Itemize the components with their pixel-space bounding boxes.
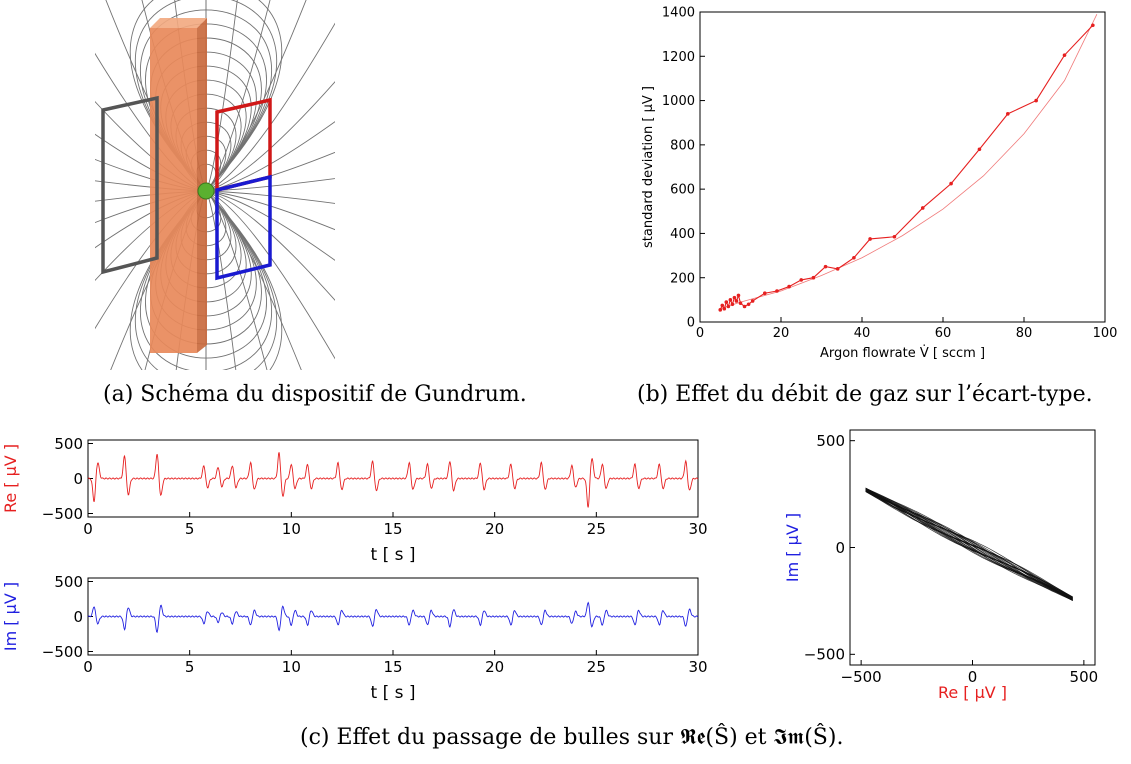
y-tick-label: 0 [835, 539, 845, 557]
data-point [724, 300, 729, 304]
y-tick-label: 0 [687, 316, 695, 331]
x-tick-label: 20 [485, 520, 504, 538]
y-tick-label: 500 [816, 432, 845, 450]
y-tick-label: −500 [42, 643, 83, 661]
data-point [977, 147, 982, 152]
x-tick-label: 30 [688, 520, 707, 538]
sensor-frame-gray [101, 95, 159, 275]
data-point [799, 278, 804, 282]
y-tick-label: −500 [804, 646, 845, 664]
x-tick-label: −500 [841, 668, 882, 686]
y-tick-label: 200 [670, 271, 695, 286]
data-point [949, 181, 953, 186]
y-tick-label: 0 [73, 608, 83, 626]
trajectory-line [865, 490, 1073, 600]
data-point [920, 206, 925, 210]
trajectory-line [865, 487, 1073, 598]
x-tick-label: 100 [1093, 326, 1118, 341]
data-point [1006, 112, 1010, 116]
data-point [1062, 53, 1067, 57]
fit-line [720, 14, 1098, 310]
y-tick-label: 500 [54, 573, 83, 591]
x-tick-label: 80 [1016, 326, 1033, 341]
trajectory-line [865, 490, 1073, 600]
y-tick-label: 800 [670, 138, 695, 153]
x-tick-label: 25 [587, 520, 606, 538]
x-axis-label: t [ s ] [371, 683, 416, 703]
bubble-ball [197, 182, 215, 200]
x-tick-label: 15 [383, 658, 402, 676]
caption-c: (c) Effet du passage de bulles sur 𝕽𝖊(Ŝ)… [300, 725, 844, 750]
y-tick-label: 400 [670, 227, 695, 242]
data-point [746, 302, 751, 307]
plot-frame [699, 11, 1106, 323]
sensor-frame-blue [215, 174, 272, 281]
data-point [823, 264, 828, 269]
x-tick-label: 10 [282, 520, 301, 538]
x-tick-label: 15 [383, 520, 402, 538]
x-tick-label: 0 [696, 326, 704, 341]
trajectory-line [865, 491, 1073, 601]
x-tick-label: 5 [185, 658, 195, 676]
signal-line [87, 601, 699, 634]
data-point [728, 298, 733, 302]
y-tick-label: 1200 [662, 50, 695, 65]
x-tick-label: 20 [773, 326, 790, 341]
data-point [732, 295, 737, 300]
data-point [720, 303, 725, 308]
gundrum-schematic [95, 0, 335, 370]
x-tick-label: 10 [282, 658, 301, 676]
data-point [742, 304, 747, 309]
data-point [734, 299, 739, 303]
data-point [718, 308, 723, 312]
data-point [868, 237, 872, 241]
chart-std-vs-flowrate: 0 20 40 60 80 1000200400600800100012001400Arg… [641, 6, 1118, 361]
y-axis-label: Re [ μV ] [1, 444, 20, 513]
x-tick-label: 30 [688, 658, 707, 676]
y-axis-label: standard deviation [ μV ] [641, 86, 656, 248]
data-point [892, 234, 897, 239]
data-point [1034, 98, 1038, 103]
y-tick-label: 1400 [662, 6, 695, 21]
x-tick-label: 0 [83, 520, 93, 538]
signal-line [87, 452, 699, 508]
y-tick-label: 500 [54, 435, 83, 453]
x-axis-label: t [ s ] [371, 545, 416, 565]
x-tick-label: 0 [968, 668, 978, 686]
x-axis-label: Argon flowrate V̇ [ sccm ] [820, 346, 985, 361]
y-axis-label: Im [ μV ] [1, 582, 20, 651]
y-tick-label: 0 [73, 470, 83, 488]
data-point [750, 299, 755, 303]
x-tick-label: 60 [935, 326, 952, 341]
y-tick-label: −500 [42, 505, 83, 523]
y-axis-label: Im [ μV ] [783, 513, 802, 582]
x-tick-label: 25 [587, 658, 606, 676]
x-tick-label: 40 [854, 326, 871, 341]
x-axis-label: Re [ μV ] [938, 683, 1007, 702]
caption-b: (b) Effet du débit de gaz sur l’écart-ty… [637, 382, 1093, 407]
trajectory-line [865, 487, 1073, 598]
x-tick-label: 20 [485, 658, 504, 676]
x-tick-label: 0 [83, 658, 93, 676]
caption-a: (a) Schéma du dispositif de Gundrum. [103, 382, 527, 407]
x-tick-label: 5 [185, 520, 195, 538]
measured-line [719, 24, 1094, 311]
chart-re-im-phase: −500 0 500 −500 0 500 Re [ μV ] Im [ μV ] [783, 429, 1099, 702]
y-tick-label: 600 [670, 183, 695, 198]
data-point [852, 255, 856, 260]
y-tick-label: 1000 [662, 94, 695, 109]
x-tick-label: 500 [1070, 668, 1099, 686]
data-point [763, 291, 767, 296]
data-point [736, 293, 741, 298]
